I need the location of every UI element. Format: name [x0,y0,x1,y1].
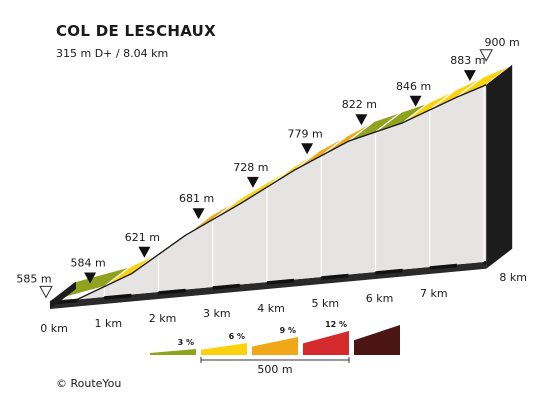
profile-left-face [50,281,76,309]
chart-subtitle: 315 m D+ / 8.04 km [56,47,169,60]
km-label-8: 8 km [499,271,527,284]
checkpoint-label-0: 584 m [71,257,106,270]
legend-swatch-2 [252,337,298,355]
checkpoint-marker-6 [409,95,422,107]
checkpoint-label-7: 883 m [450,54,485,67]
legend-swatch-4 [354,325,400,355]
ground-tick-1 [104,293,132,300]
checkpoint-label-6: 846 m [396,80,431,93]
chart-title: COL DE LESCHAUX [56,22,217,40]
checkpoint-marker-4 [301,143,314,155]
profile-right-face [486,64,513,269]
km-label-1: 1 km [94,317,122,330]
checkpoint-label-5: 822 m [342,98,377,111]
checkpoint-marker-5 [355,114,368,126]
legend-label-3: 12 % [325,320,347,329]
km-label-4: 4 km [257,302,285,315]
checkpoint-marker-0 [84,272,97,284]
routeyou-credit: © RouteYou [56,377,122,390]
km-label-5: 5 km [311,297,339,310]
finish-label: 900 m [485,36,520,49]
checkpoint-marker-1 [138,246,151,258]
ground-tick-6 [375,268,403,275]
scale-bar-label: 500 m [257,363,292,376]
km-label-7: 7 km [420,287,448,300]
km-label-0: 0 km [40,322,68,335]
km-label-6: 6 km [366,292,394,305]
checkpoint-label-1: 621 m [125,231,160,244]
legend-swatch-0 [150,349,196,355]
checkpoint-marker-7 [463,70,476,82]
legend-swatch-1 [201,343,247,355]
ground-tick-5 [321,273,349,280]
profile-top-edge [49,84,487,303]
km-label-3: 3 km [203,307,231,320]
checkpoint-marker-2 [192,208,205,220]
ground-tick-3 [212,283,241,290]
km-label-2: 2 km [149,312,177,325]
start-label: 585 m [16,272,51,285]
checkpoint-label-3: 728 m [233,161,268,174]
start-marker [39,285,53,299]
profile-wall [50,84,487,302]
checkpoint-label-2: 681 m [179,192,214,205]
finish-marker [479,49,494,62]
legend-swatch-3 [303,331,349,355]
ground-tick-4 [266,278,295,285]
checkpoint-marker-3 [246,176,259,188]
legend-label-0: 3 % [178,338,194,347]
checkpoint-label-4: 779 m [288,127,323,140]
ground-tick-7 [429,263,458,270]
legend-label-1: 6 % [229,332,245,341]
ground-tick-2 [158,288,186,295]
legend-label-2: 9 % [280,326,296,335]
